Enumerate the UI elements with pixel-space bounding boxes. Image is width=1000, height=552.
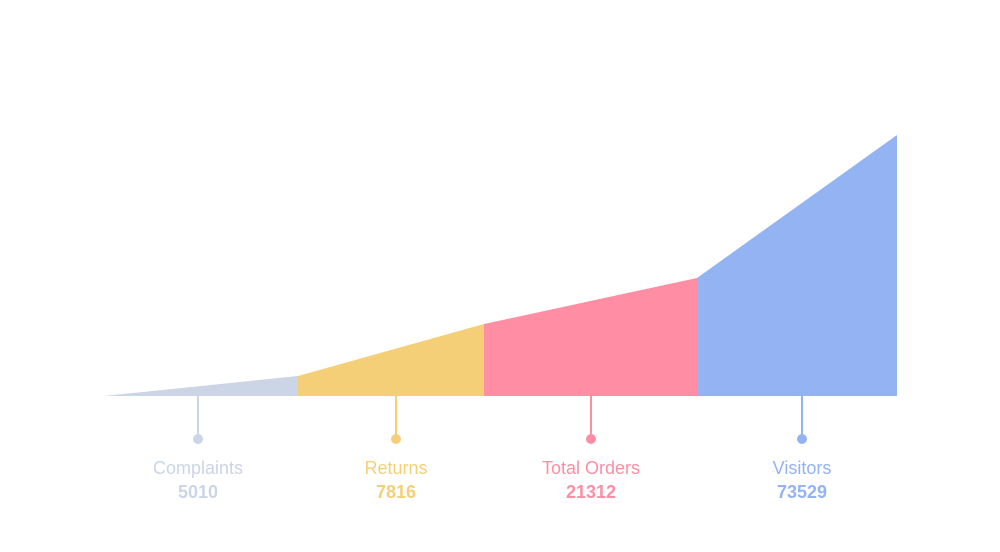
stage-value-returns: 7816 xyxy=(376,482,416,502)
leader-dot-total-orders xyxy=(586,434,596,444)
stage-value-complaints: 5010 xyxy=(178,482,218,502)
leader-dot-complaints xyxy=(193,434,203,444)
stage-label-visitors: Visitors xyxy=(773,458,832,478)
funnel-segment-returns xyxy=(298,324,484,396)
leader-dot-visitors xyxy=(797,434,807,444)
stage-value-visitors: 73529 xyxy=(777,482,827,502)
stage-label-complaints: Complaints xyxy=(153,458,243,478)
funnel-segment-complaints xyxy=(104,376,298,396)
funnel-segment-total-orders xyxy=(484,278,697,396)
stage-value-total-orders: 21312 xyxy=(566,482,616,502)
leader-dot-returns xyxy=(391,434,401,444)
stage-label-returns: Returns xyxy=(364,458,427,478)
stage-label-total-orders: Total Orders xyxy=(542,458,640,478)
funnel-segment-visitors xyxy=(697,135,897,396)
